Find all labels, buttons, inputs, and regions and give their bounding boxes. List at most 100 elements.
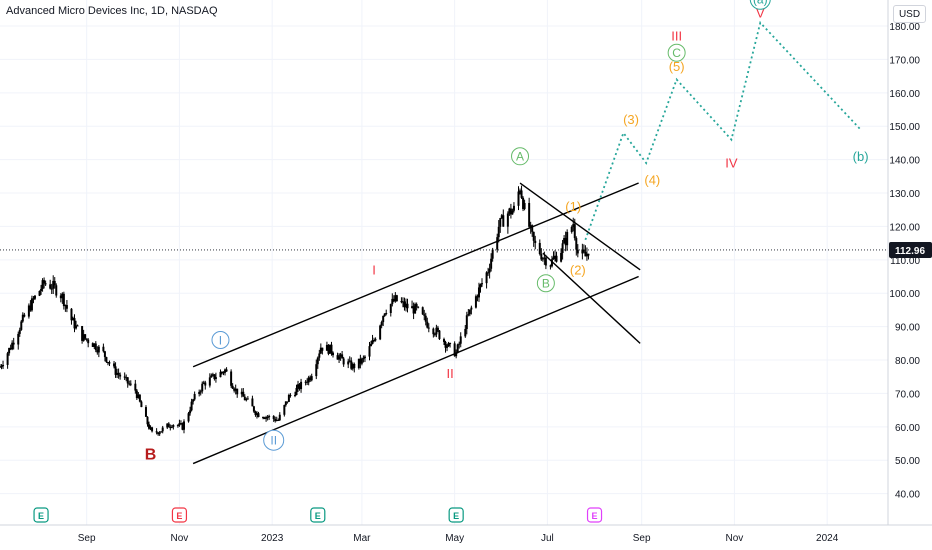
candle-body	[421, 307, 424, 315]
price-tick-label: 90.00	[895, 323, 920, 334]
wave-label: IV	[725, 156, 738, 171]
candle-body	[362, 358, 365, 360]
time-tick-label: Mar	[353, 533, 371, 544]
candle-body	[380, 322, 383, 326]
candle-body	[411, 306, 414, 309]
candle-body	[347, 361, 350, 365]
candle-body	[307, 377, 310, 383]
candle-body	[435, 327, 438, 335]
candle-body	[198, 391, 201, 395]
candle-body	[341, 354, 344, 359]
candle-body	[444, 341, 447, 348]
wave-label: (2)	[570, 263, 586, 278]
candle-body	[540, 254, 543, 260]
candle-body	[297, 384, 300, 388]
candle-body	[497, 226, 500, 238]
wave-label: C	[672, 46, 681, 60]
candle-body	[125, 377, 128, 379]
candle-body	[211, 374, 214, 376]
candle-body	[126, 377, 129, 384]
trend-channels	[192, 182, 641, 465]
candle-body	[202, 382, 205, 384]
candle-body	[554, 255, 556, 258]
candle-body	[517, 191, 520, 206]
candle-body	[509, 208, 512, 215]
candle-body	[401, 301, 404, 303]
candle-body	[114, 366, 117, 375]
candle-body	[252, 406, 255, 412]
candle-body	[33, 295, 36, 299]
candle-body	[374, 339, 377, 341]
candle-body	[11, 342, 14, 350]
candle-body	[160, 431, 163, 433]
candle-body	[310, 376, 313, 381]
candle-body	[555, 255, 558, 262]
candle-body	[508, 208, 511, 214]
price-tick-label: 40.00	[895, 490, 920, 501]
candle-body	[208, 377, 211, 386]
candle-body	[488, 268, 491, 273]
last-price-label: 112.96	[895, 246, 925, 257]
candle-body	[573, 224, 576, 239]
candle-body	[157, 432, 160, 435]
candle-body	[65, 305, 68, 309]
candle-body	[459, 336, 462, 344]
candle-body	[477, 287, 480, 298]
candle-body	[265, 416, 268, 419]
candle-body	[149, 427, 152, 429]
candle-body	[491, 249, 494, 259]
price-tick-label: 60.00	[895, 423, 920, 434]
candle-body	[368, 346, 371, 357]
candle-body	[44, 283, 47, 285]
price-tick-label: 170.00	[889, 55, 920, 66]
time-tick-label: Sep	[78, 533, 96, 544]
candle-body	[52, 280, 55, 289]
candle-body	[40, 289, 43, 291]
candle-body	[222, 372, 225, 374]
candle-body	[277, 419, 280, 421]
candle-body	[455, 352, 458, 357]
candle-body	[119, 374, 122, 377]
currency-button[interactable]: USD	[893, 5, 926, 23]
candle-body	[549, 265, 552, 267]
price-tick-label: 120.00	[889, 222, 920, 233]
candle-body	[93, 343, 96, 347]
candle-body	[332, 352, 334, 356]
candle-body	[182, 421, 185, 430]
candle-body	[43, 280, 46, 284]
candle-body	[97, 346, 100, 353]
candle-body	[564, 238, 567, 246]
candle-body	[575, 238, 578, 250]
candle-body	[532, 231, 535, 241]
projection-path	[584, 20, 862, 241]
candle-body	[64, 305, 67, 307]
wave-label: (4)	[644, 172, 660, 187]
wave-projection	[584, 20, 862, 241]
price-tick-label: 180.00	[889, 22, 920, 33]
candle-body	[512, 205, 515, 211]
candle-body	[155, 431, 158, 433]
candle-body	[309, 377, 312, 381]
candle-body	[519, 190, 522, 192]
candle-body	[585, 253, 588, 257]
candle-body	[447, 343, 450, 347]
candle-body	[199, 391, 202, 393]
candle-body	[511, 210, 514, 215]
candle-body	[138, 394, 141, 402]
candle-body	[371, 339, 374, 344]
candle-body	[236, 388, 239, 395]
candle-body	[38, 290, 41, 296]
candle-body	[135, 390, 138, 399]
wave-label-circle	[511, 147, 530, 166]
time-tick-label: May	[445, 533, 464, 544]
price-tick-label: 150.00	[889, 122, 920, 133]
candle-body	[189, 410, 192, 414]
channel-line	[519, 182, 641, 271]
candle-body	[520, 190, 523, 198]
candle-body	[266, 416, 269, 418]
candle-body	[0, 366, 3, 368]
candle-body	[383, 313, 386, 316]
candle-body	[502, 215, 505, 227]
